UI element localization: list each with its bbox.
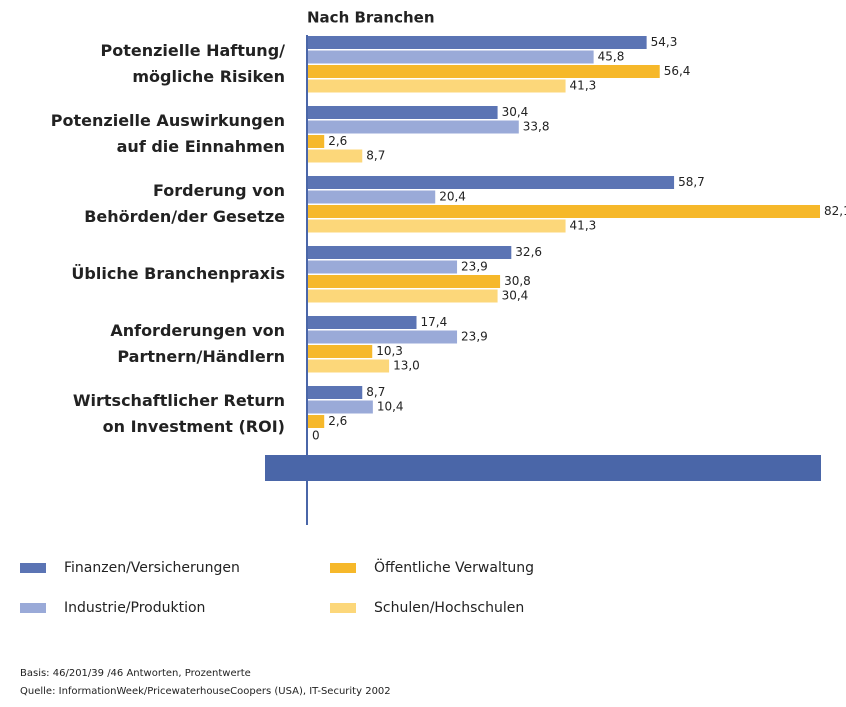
bar — [308, 330, 458, 344]
category-label: Partnern/Händlern — [117, 347, 285, 366]
bar — [308, 106, 498, 119]
category-label: auf die Einnahmen — [117, 137, 285, 156]
legend-label: Finanzen/Versicherungen — [64, 560, 240, 576]
decor-band — [265, 455, 821, 481]
value-label: 32,6 — [515, 245, 542, 259]
value-label: 82,1 — [824, 204, 846, 218]
bar — [308, 135, 325, 148]
category-label: mögliche Risiken — [132, 67, 285, 86]
footnote: Quelle: InformationWeek/PricewaterhouseC… — [20, 686, 391, 697]
bar — [308, 65, 660, 78]
value-label: 23,9 — [461, 260, 488, 274]
value-label: 23,9 — [461, 330, 488, 344]
value-label: 8,7 — [366, 149, 385, 163]
category-label: Übliche Branchenpraxis — [71, 264, 285, 283]
bar — [308, 190, 436, 204]
legend-label: Schulen/Hochschulen — [374, 600, 524, 616]
bar — [308, 79, 566, 93]
category-label: Wirtschaftlicher Return — [73, 391, 285, 410]
value-label: 33,8 — [523, 120, 550, 134]
value-label: 30,4 — [502, 289, 529, 303]
value-label: 30,8 — [504, 274, 531, 288]
bar — [308, 400, 373, 414]
legend-label: Öffentliche Verwaltung — [374, 558, 534, 576]
bar — [308, 345, 373, 358]
bar — [308, 120, 519, 134]
value-label: 45,8 — [598, 50, 625, 64]
value-label: 20,4 — [439, 190, 466, 204]
bar — [308, 219, 566, 233]
value-label: 54,3 — [651, 35, 678, 49]
category-label: on Investment (ROI) — [103, 417, 285, 436]
bar — [308, 260, 458, 274]
bar — [308, 386, 363, 399]
value-label: 10,3 — [376, 344, 403, 358]
bar — [308, 316, 417, 329]
bar — [308, 415, 325, 428]
category-label: Anforderungen von — [110, 321, 285, 340]
legend-swatch — [20, 603, 46, 613]
bar — [308, 275, 501, 288]
value-label: 41,3 — [570, 79, 597, 93]
value-label: 2,6 — [328, 134, 347, 148]
bar — [308, 50, 594, 64]
bar — [308, 36, 647, 49]
value-label: 17,4 — [421, 315, 448, 329]
value-label: 0 — [312, 429, 320, 443]
value-label: 30,4 — [502, 105, 529, 119]
bar — [308, 246, 512, 259]
footnote: Basis: 46/201/39 /46 Antworten, Prozentw… — [20, 668, 251, 679]
legend-swatch — [330, 563, 356, 573]
bar — [308, 289, 498, 303]
category-label: Potenzielle Haftung/ — [100, 41, 285, 60]
value-label: 8,7 — [366, 385, 385, 399]
bar — [308, 359, 390, 373]
bar — [308, 205, 820, 218]
legend-swatch — [330, 603, 356, 613]
value-label: 58,7 — [678, 175, 705, 189]
chart-title: Nach Branchen — [307, 9, 435, 27]
bar — [308, 176, 675, 189]
legend-label: Industrie/Produktion — [64, 600, 205, 616]
value-label: 2,6 — [328, 414, 347, 428]
value-label: 13,0 — [393, 359, 420, 373]
category-label: Potenzielle Auswirkungen — [51, 111, 285, 130]
value-label: 56,4 — [664, 64, 691, 78]
value-label: 10,4 — [377, 400, 404, 414]
value-label: 41,3 — [570, 219, 597, 233]
category-label: Behörden/der Gesetze — [84, 207, 285, 226]
legend-swatch — [20, 563, 46, 573]
bar — [308, 149, 363, 163]
category-label: Forderung von — [153, 181, 285, 200]
